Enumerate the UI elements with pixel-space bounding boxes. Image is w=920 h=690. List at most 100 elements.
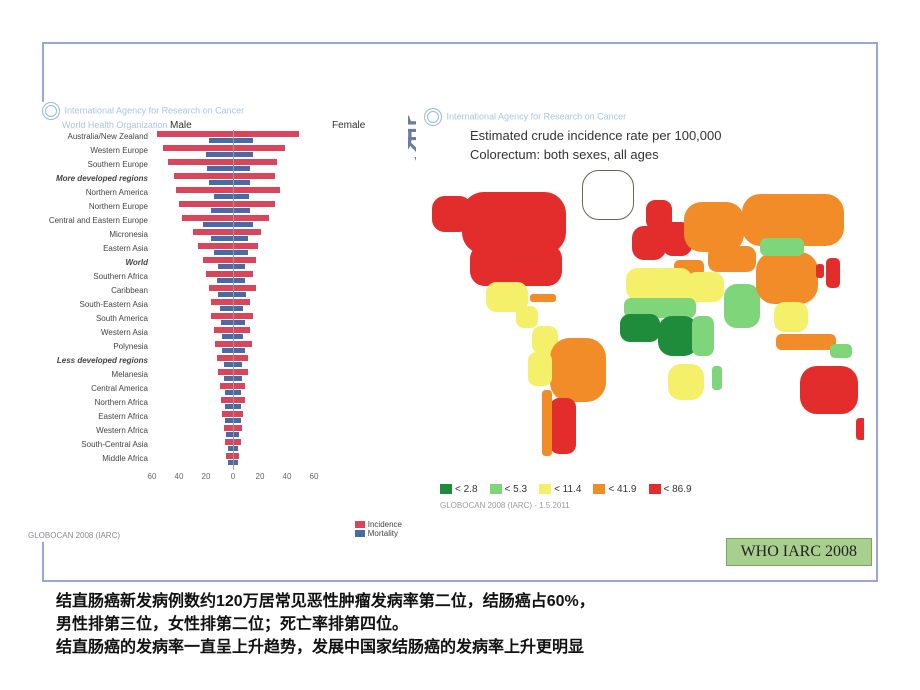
bar-row: Australia/New Zealand: [28, 130, 398, 144]
bar: [226, 432, 233, 437]
bar: [168, 159, 233, 165]
bar: [225, 439, 233, 445]
map-region-korea: [816, 264, 824, 278]
bar: [209, 180, 233, 185]
bar: [211, 313, 233, 319]
bar: [234, 201, 275, 207]
row-label: Eastern Asia: [28, 242, 148, 256]
bar-row: Western Europe: [28, 144, 398, 158]
bar: [234, 362, 242, 367]
legend-swatch: [440, 484, 452, 494]
bar: [234, 306, 243, 311]
x-tick: 20: [256, 472, 265, 481]
map-region-argentina: [550, 398, 576, 454]
bar: [163, 145, 233, 151]
bar: [182, 215, 233, 221]
bar: [203, 257, 233, 263]
bar-row: Less developed regions: [28, 354, 398, 368]
legend-swatch-incidence: [355, 521, 365, 528]
bar: [234, 159, 277, 165]
map-region-madagascar: [712, 366, 722, 390]
row-label: Northern Europe: [28, 200, 148, 214]
map-region-usa: [470, 244, 562, 286]
map-canvas: [424, 166, 864, 476]
map-region-india: [724, 284, 760, 328]
legend-label: < 11.4: [554, 484, 581, 495]
bar: [234, 131, 299, 137]
map-region-se-asia: [774, 302, 808, 332]
citation-box: WHO IARC 2008: [726, 538, 872, 566]
bar: [215, 341, 233, 347]
row-label: South America: [28, 312, 148, 326]
row-label: Central America: [28, 382, 148, 396]
bar: [234, 215, 269, 221]
who-logo-icon: [42, 102, 60, 120]
map-region-w-europe: [632, 226, 666, 260]
bar: [222, 411, 233, 417]
bar: [234, 439, 241, 445]
bar: [234, 320, 245, 325]
bar: [220, 306, 234, 311]
map-legend-item: < 86.9: [649, 484, 692, 495]
map-region-indonesia: [776, 334, 836, 350]
bar: [225, 390, 233, 395]
x-tick: 40: [283, 472, 292, 481]
row-label: Less developed regions: [28, 354, 148, 368]
bar: [218, 369, 233, 375]
bar: [234, 145, 285, 151]
bar: [234, 236, 248, 241]
bar: [217, 278, 233, 283]
bar-row: Eastern Asia: [28, 242, 398, 256]
bar: [217, 355, 233, 361]
map-region-japan: [826, 258, 840, 288]
bar: [234, 341, 252, 347]
bar: [206, 152, 233, 157]
bar: [234, 222, 253, 227]
bar: [203, 222, 233, 227]
bar: [234, 250, 248, 255]
legend-swatch: [539, 484, 551, 494]
bar-row: South-Central Asia: [28, 438, 398, 452]
map-region-e-africa: [692, 316, 714, 356]
bar-row: Eastern Africa: [28, 410, 398, 424]
bar: [224, 376, 233, 381]
row-label: Micronesia: [28, 228, 148, 242]
bar: [157, 131, 233, 137]
bar-plot-area: 6040200204060 Australia/New ZealandWeste…: [28, 130, 398, 492]
x-tick: 40: [175, 472, 184, 481]
legend-swatch: [649, 484, 661, 494]
legend-label: < 2.8: [455, 484, 478, 495]
row-label: Southern Europe: [28, 158, 148, 172]
x-tick: 0: [231, 472, 235, 481]
map-region-alaska: [432, 196, 472, 232]
map-region-cuba: [530, 294, 556, 302]
map-region-nz: [856, 418, 864, 440]
bar: [234, 355, 248, 361]
bar: [234, 299, 250, 305]
bar: [225, 404, 233, 409]
map-region-png: [830, 344, 852, 358]
legend-swatch: [593, 484, 605, 494]
bar: [214, 327, 233, 333]
bar-row: Caribbean: [28, 284, 398, 298]
map-title-1: Estimated crude incidence rate per 100,0…: [470, 128, 876, 145]
world-map-panel: International Agency for Research on Can…: [416, 108, 876, 528]
bar: [234, 208, 250, 213]
bar: [234, 278, 245, 283]
bar-row: Northern America: [28, 186, 398, 200]
map-legend-item: < 11.4: [539, 484, 581, 495]
bar: [221, 397, 233, 403]
map-region-brazil: [550, 338, 606, 402]
map-region-w-africa: [620, 314, 660, 342]
map-region-greenland: [582, 170, 634, 220]
map-iarc-text: International Agency for Research on Can…: [447, 111, 627, 121]
bar-row: South America: [28, 312, 398, 326]
x-tick: 60: [148, 472, 157, 481]
map-legend: < 2.8< 5.3< 11.4< 41.9< 86.9: [440, 484, 876, 495]
row-label: Northern Africa: [28, 396, 148, 410]
map-iarc-header: International Agency for Research on Can…: [424, 108, 876, 126]
map-region-egypt: [676, 278, 696, 298]
bar: [234, 173, 275, 179]
bar: [211, 208, 233, 213]
bar: [234, 369, 248, 375]
